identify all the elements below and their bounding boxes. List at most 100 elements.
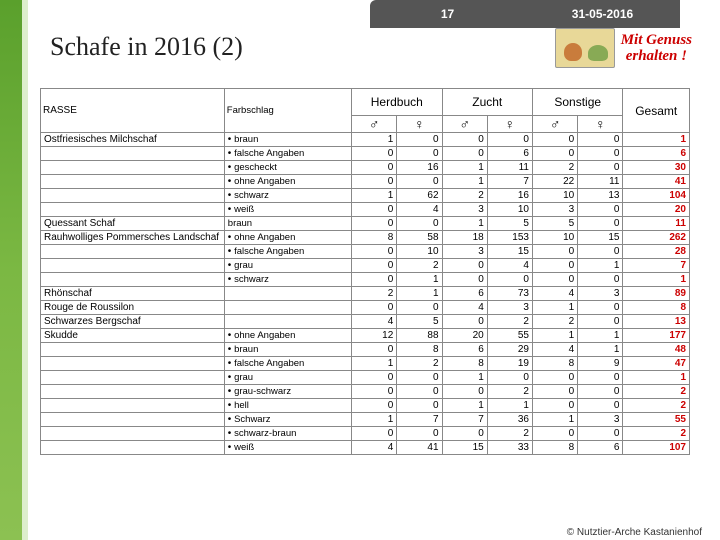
cell-z-m: 0: [442, 133, 487, 147]
cell-z-m: 3: [442, 245, 487, 259]
cell-z-f: 0: [487, 371, 532, 385]
table-row: schwarz0100001: [41, 273, 690, 287]
table-row: weiß043103020: [41, 203, 690, 217]
cell-h-f: 62: [397, 189, 442, 203]
slogan-block: Mit Genuss erhalten !: [555, 28, 692, 68]
cell-gesamt: 6: [623, 147, 690, 161]
cell-gesamt: 28: [623, 245, 690, 259]
table-row: Rauhwolliges Pommersches Landschafohne A…: [41, 231, 690, 245]
cell-s-m: 5: [532, 217, 577, 231]
cell-gesamt: 55: [623, 413, 690, 427]
cell-z-m: 4: [442, 301, 487, 315]
cell-h-f: 4: [397, 203, 442, 217]
cell-z-f: 5: [487, 217, 532, 231]
cell-farbschlag: ohne Angaben: [224, 329, 351, 343]
cell-s-m: 0: [532, 273, 577, 287]
cell-s-m: 4: [532, 343, 577, 357]
cell-z-f: 2: [487, 427, 532, 441]
cell-gesamt: 89: [623, 287, 690, 301]
col-zucht-female: ♀: [487, 116, 532, 133]
cell-farbschlag: weiß: [224, 441, 351, 455]
cell-h-m: 0: [352, 245, 397, 259]
cell-z-f: 10: [487, 203, 532, 217]
cell-s-f: 15: [578, 231, 623, 245]
table-body: Ostfriesisches Milchschafbraun1000001fal…: [41, 133, 690, 455]
page-title: Schafe in 2016 (2): [50, 32, 243, 62]
cell-gesamt: 47: [623, 357, 690, 371]
cell-z-f: 153: [487, 231, 532, 245]
cell-z-f: 15: [487, 245, 532, 259]
cell-z-m: 1: [442, 371, 487, 385]
cell-farbschlag: braun: [224, 217, 351, 231]
cell-farbschlag: ohne Angaben: [224, 175, 351, 189]
cell-h-f: 0: [397, 371, 442, 385]
cell-s-m: 4: [532, 287, 577, 301]
cell-farbschlag: [224, 315, 351, 329]
table-row: falsche Angaben0006006: [41, 147, 690, 161]
cell-h-m: 0: [352, 343, 397, 357]
cell-h-m: 0: [352, 217, 397, 231]
table-row: weiß441153386107: [41, 441, 690, 455]
cell-rasse: [41, 147, 225, 161]
cell-z-m: 6: [442, 343, 487, 357]
cell-h-m: 0: [352, 301, 397, 315]
sheep-table: RASSE Farbschlag Herdbuch Zucht Sonstige…: [40, 88, 690, 455]
cell-rasse: [41, 441, 225, 455]
table-row: grau0010001: [41, 371, 690, 385]
cell-h-f: 16: [397, 161, 442, 175]
cell-h-m: 1: [352, 133, 397, 147]
cell-rasse: [41, 385, 225, 399]
cell-h-f: 2: [397, 259, 442, 273]
cell-gesamt: 262: [623, 231, 690, 245]
cell-h-f: 8: [397, 343, 442, 357]
cell-farbschlag: Schwarz: [224, 413, 351, 427]
cell-s-f: 0: [578, 427, 623, 441]
cell-s-m: 0: [532, 147, 577, 161]
cell-s-m: 0: [532, 259, 577, 273]
cell-h-m: 0: [352, 427, 397, 441]
table-row: Skuddeohne Angaben1288205511177: [41, 329, 690, 343]
cell-gesamt: 1: [623, 273, 690, 287]
cell-s-f: 0: [578, 147, 623, 161]
cell-s-m: 22: [532, 175, 577, 189]
cell-farbschlag: falsche Angaben: [224, 147, 351, 161]
cell-z-f: 11: [487, 161, 532, 175]
cell-farbschlag: weiß: [224, 203, 351, 217]
cell-z-m: 0: [442, 273, 487, 287]
cell-gesamt: 177: [623, 329, 690, 343]
cell-s-m: 2: [532, 161, 577, 175]
cell-rasse: [41, 413, 225, 427]
cell-z-m: 6: [442, 287, 487, 301]
table-row: falsche Angaben128198947: [41, 357, 690, 371]
table-row: Rhönschaf216734389: [41, 287, 690, 301]
cell-farbschlag: schwarz: [224, 189, 351, 203]
cell-s-f: 0: [578, 161, 623, 175]
cell-rasse: [41, 161, 225, 175]
cell-h-m: 4: [352, 315, 397, 329]
table-row: ohne Angaben0017221141: [41, 175, 690, 189]
cell-z-f: 55: [487, 329, 532, 343]
cell-h-m: 0: [352, 259, 397, 273]
col-sonstige-male: ♂: [532, 116, 577, 133]
cell-h-m: 4: [352, 441, 397, 455]
cell-h-f: 41: [397, 441, 442, 455]
cell-h-m: 0: [352, 385, 397, 399]
cell-s-m: 1: [532, 329, 577, 343]
cell-z-f: 36: [487, 413, 532, 427]
col-herdbuch-female: ♀: [397, 116, 442, 133]
cell-z-m: 1: [442, 217, 487, 231]
cell-rasse: Quessant Schaf: [41, 217, 225, 231]
left-accent-bar-light: [22, 0, 28, 540]
cell-z-f: 29: [487, 343, 532, 357]
cell-farbschlag: falsche Angaben: [224, 357, 351, 371]
cell-s-f: 0: [578, 385, 623, 399]
cell-s-f: 0: [578, 133, 623, 147]
col-herdbuch: Herdbuch: [352, 89, 442, 116]
cell-h-f: 0: [397, 217, 442, 231]
cell-s-m: 1: [532, 413, 577, 427]
cell-gesamt: 13: [623, 315, 690, 329]
table-row: schwarz-braun0002002: [41, 427, 690, 441]
cell-z-f: 0: [487, 133, 532, 147]
cell-gesamt: 30: [623, 161, 690, 175]
cell-s-m: 8: [532, 441, 577, 455]
